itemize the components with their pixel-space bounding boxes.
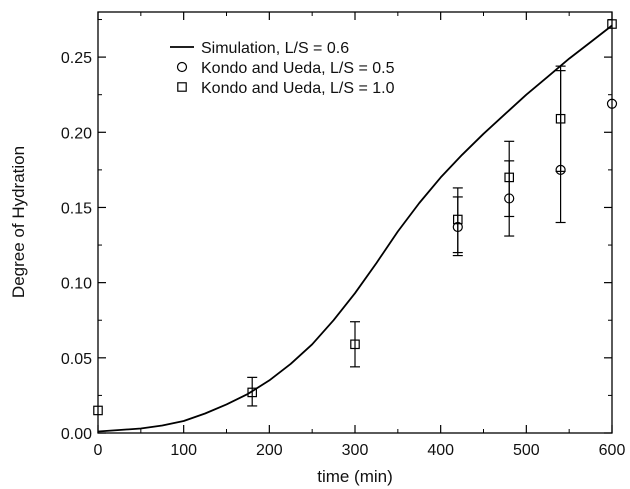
y-tick-label: 0.05 [61, 351, 92, 368]
error-bar [555, 70, 566, 172]
circle-marker [555, 164, 566, 175]
square-marker [607, 19, 617, 29]
error-bar [504, 140, 515, 218]
square-marker [93, 405, 103, 416]
simulation-curve [97, 24, 613, 433]
x-tick-label: 100 [170, 442, 197, 459]
legend-label: Simulation, L/S = 0.6 [201, 40, 349, 57]
circle-marker [504, 193, 515, 204]
x-tick-label: 600 [599, 442, 626, 459]
y-tick-label: 0.20 [61, 125, 92, 142]
y-tick-label: 0.10 [61, 276, 92, 293]
legend-square-marker [177, 82, 187, 92]
error-bar [247, 376, 258, 407]
legend-circle-marker [176, 61, 188, 73]
square-marker [504, 172, 514, 183]
x-tick-label: 0 [94, 442, 103, 459]
x-tick-label: 500 [513, 442, 540, 459]
y-tick-label: 0.15 [61, 200, 92, 217]
square-marker [453, 214, 463, 225]
legend-label: Kondo and Ueda, L/S = 1.0 [201, 80, 395, 97]
y-tick-label: 0.00 [61, 426, 92, 443]
y-axis-label: Degree of Hydration [9, 146, 28, 298]
circle-marker [452, 221, 463, 233]
x-tick-label: 200 [256, 442, 283, 459]
error-bar [350, 321, 360, 368]
x-axis-label: time (min) [317, 467, 393, 486]
legend-label: Kondo and Ueda, L/S = 0.5 [201, 60, 395, 77]
square-marker [350, 339, 360, 350]
x-tick-label: 400 [427, 442, 454, 459]
legend-item: Kondo and Ueda, L/S = 1.0 [177, 80, 395, 97]
y-tick-label: 0.25 [61, 50, 92, 67]
legend-item: Simulation, L/S = 0.6 [170, 40, 349, 57]
circle-marker [606, 98, 618, 109]
error-bar [452, 196, 463, 254]
square-marker [247, 387, 257, 398]
square-marker [555, 113, 566, 124]
x-tick-label: 300 [342, 442, 369, 459]
legend-item: Kondo and Ueda, L/S = 0.5 [176, 60, 395, 77]
